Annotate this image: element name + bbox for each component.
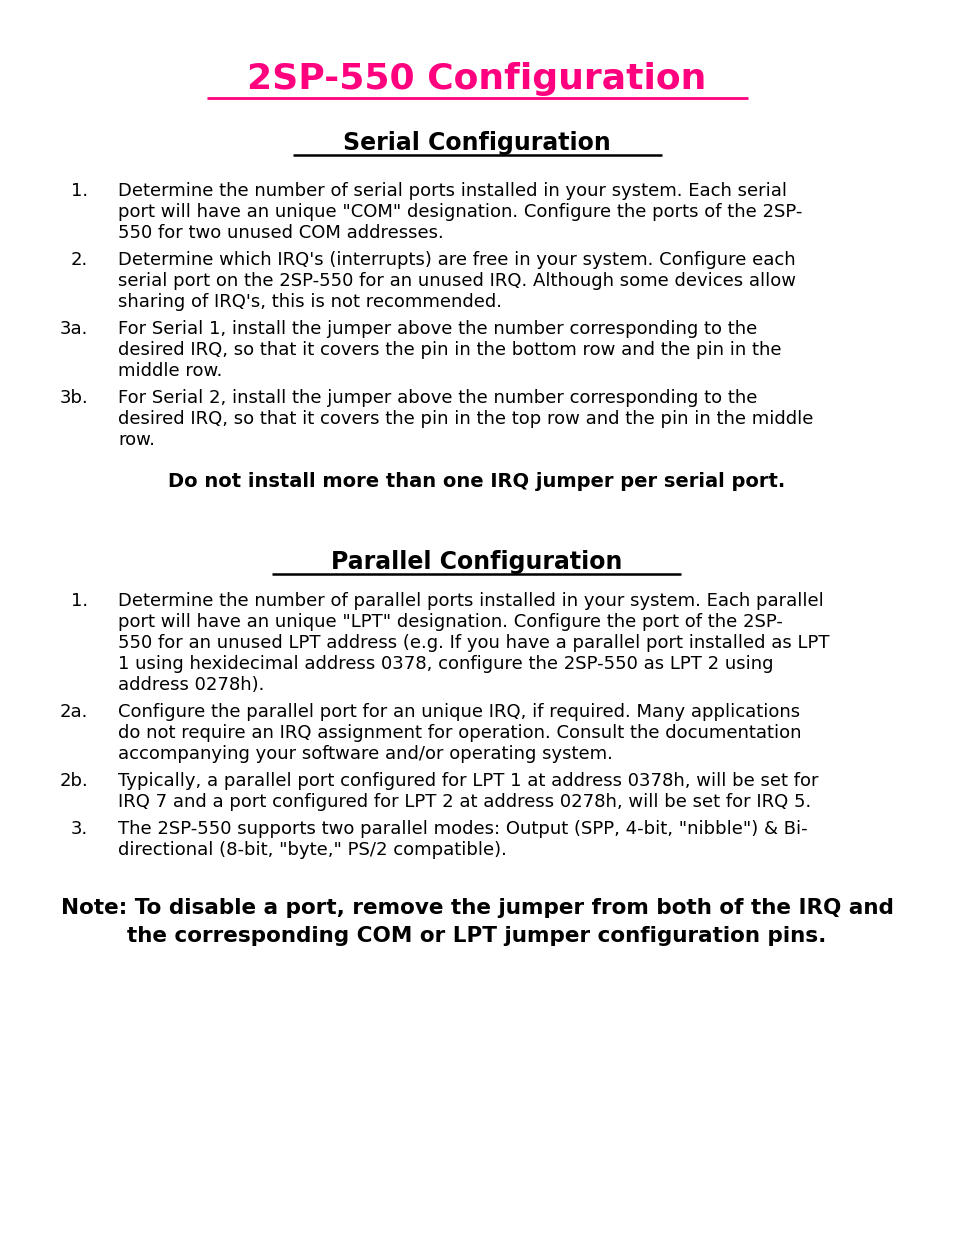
Text: Do not install more than one IRQ jumper per serial port.: Do not install more than one IRQ jumper … xyxy=(168,472,785,492)
Text: port will have an unique "LPT" designation. Configure the port of the 2SP-: port will have an unique "LPT" designati… xyxy=(118,613,782,631)
Text: 1.: 1. xyxy=(71,592,88,610)
Text: row.: row. xyxy=(118,431,154,450)
Text: Serial Configuration: Serial Configuration xyxy=(343,131,610,156)
Text: 3a.: 3a. xyxy=(59,320,88,338)
Text: sharing of IRQ's, this is not recommended.: sharing of IRQ's, this is not recommende… xyxy=(118,293,501,311)
Text: 550 for an unused LPT address (e.g. If you have a parallel port installed as LPT: 550 for an unused LPT address (e.g. If y… xyxy=(118,634,828,652)
Text: 2a.: 2a. xyxy=(59,703,88,721)
Text: The 2SP-550 supports two parallel modes: Output (SPP, 4-bit, "nibble") & Bi-: The 2SP-550 supports two parallel modes:… xyxy=(118,820,807,839)
Text: serial port on the 2SP-550 for an unused IRQ. Although some devices allow: serial port on the 2SP-550 for an unused… xyxy=(118,272,795,290)
Text: Note: To disable a port, remove the jumper from both of the IRQ and: Note: To disable a port, remove the jump… xyxy=(60,898,893,918)
Text: 550 for two unused COM addresses.: 550 for two unused COM addresses. xyxy=(118,224,443,242)
Text: For Serial 2, install the jumper above the number corresponding to the: For Serial 2, install the jumper above t… xyxy=(118,389,757,408)
Text: Determine the number of serial ports installed in your system. Each serial: Determine the number of serial ports ins… xyxy=(118,182,786,200)
Text: 3b.: 3b. xyxy=(59,389,88,408)
Text: address 0278h).: address 0278h). xyxy=(118,676,264,694)
Text: 2b.: 2b. xyxy=(59,772,88,790)
Text: port will have an unique "COM" designation. Configure the ports of the 2SP-: port will have an unique "COM" designati… xyxy=(118,203,801,221)
Text: Determine which IRQ's (interrupts) are free in your system. Configure each: Determine which IRQ's (interrupts) are f… xyxy=(118,251,795,269)
Text: 3.: 3. xyxy=(71,820,88,839)
Text: 1.: 1. xyxy=(71,182,88,200)
Text: Parallel Configuration: Parallel Configuration xyxy=(331,550,622,574)
Text: Configure the parallel port for an unique IRQ, if required. Many applications: Configure the parallel port for an uniqu… xyxy=(118,703,800,721)
Text: Determine the number of parallel ports installed in your system. Each parallel: Determine the number of parallel ports i… xyxy=(118,592,822,610)
Text: the corresponding COM or LPT jumper configuration pins.: the corresponding COM or LPT jumper conf… xyxy=(127,926,826,946)
Text: desired IRQ, so that it covers the pin in the top row and the pin in the middle: desired IRQ, so that it covers the pin i… xyxy=(118,410,813,429)
Text: 2SP-550 Configuration: 2SP-550 Configuration xyxy=(247,62,706,96)
Text: 2.: 2. xyxy=(71,251,88,269)
Text: middle row.: middle row. xyxy=(118,362,222,380)
Text: accompanying your software and/or operating system.: accompanying your software and/or operat… xyxy=(118,745,612,763)
Text: do not require an IRQ assignment for operation. Consult the documentation: do not require an IRQ assignment for ope… xyxy=(118,724,801,742)
Text: IRQ 7 and a port configured for LPT 2 at address 0278h, will be set for IRQ 5.: IRQ 7 and a port configured for LPT 2 at… xyxy=(118,793,810,811)
Text: directional (8-bit, "byte," PS/2 compatible).: directional (8-bit, "byte," PS/2 compati… xyxy=(118,841,506,860)
Text: 1 using hexidecimal address 0378, configure the 2SP-550 as LPT 2 using: 1 using hexidecimal address 0378, config… xyxy=(118,655,773,673)
Text: desired IRQ, so that it covers the pin in the bottom row and the pin in the: desired IRQ, so that it covers the pin i… xyxy=(118,341,781,359)
Text: Typically, a parallel port configured for LPT 1 at address 0378h, will be set fo: Typically, a parallel port configured fo… xyxy=(118,772,818,790)
Text: For Serial 1, install the jumper above the number corresponding to the: For Serial 1, install the jumper above t… xyxy=(118,320,757,338)
